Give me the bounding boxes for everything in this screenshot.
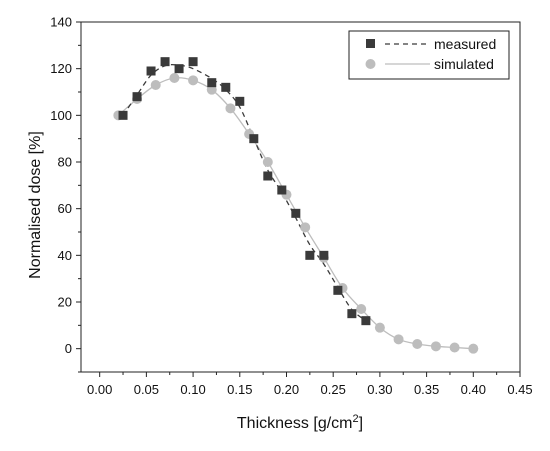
legend-simulated-marker <box>365 59 376 69</box>
y-tick-label: 120 <box>50 61 72 76</box>
simulated-point <box>449 342 460 353</box>
x-tick-label: 0.30 <box>367 382 392 397</box>
x-axis-title-superscript: 2 <box>353 413 359 425</box>
legend: measured simulated <box>348 30 510 80</box>
measured-point <box>263 171 273 181</box>
measured-point <box>221 82 231 92</box>
measured-point <box>174 64 184 74</box>
axes: 0.00 0.05 0.10 0.15 0.20 0.25 0.30 0.35 0.40 0.45… <box>50 15 532 398</box>
y-tick-label: 140 <box>50 15 72 30</box>
simulated-point <box>430 341 441 352</box>
plot-frame <box>80 21 521 373</box>
y-tick-label: 0 <box>65 341 72 356</box>
measured-point <box>188 57 198 67</box>
measured-line <box>122 64 367 322</box>
measured-point <box>132 92 142 102</box>
measured-point <box>249 134 259 144</box>
x-tick-label: 0.20 <box>274 382 299 397</box>
x-tick-label: 0.10 <box>180 382 205 397</box>
measured-point <box>207 78 217 88</box>
legend-measured-marker <box>366 39 375 48</box>
y-tick-label: 20 <box>58 295 72 310</box>
y-tick-label: 40 <box>58 248 72 263</box>
simulated-point <box>374 322 385 333</box>
x-tick-label: 0.00 <box>87 382 112 397</box>
legend-frame <box>348 30 510 80</box>
measured-point <box>319 250 329 260</box>
y-tick-label: 60 <box>58 201 72 216</box>
x-tick-label: 0.15 <box>227 382 252 397</box>
simulated-point <box>225 103 236 114</box>
simulated-point <box>393 334 404 345</box>
measured-point <box>235 96 245 106</box>
x-tick-label: 0.05 <box>134 382 159 397</box>
simulated-point <box>188 75 199 86</box>
measured-point <box>347 309 357 319</box>
measured-point <box>160 57 170 67</box>
series-layer <box>113 57 479 354</box>
simulated-point <box>356 304 367 314</box>
y-axis-title: Normalised dose [%] <box>27 131 44 279</box>
measured-point <box>146 66 156 76</box>
legend-measured-label: measured <box>434 36 496 52</box>
measured-point <box>361 316 371 326</box>
simulated-point <box>412 339 423 349</box>
x-tick-label: 0.35 <box>414 382 439 397</box>
legend-simulated-label: simulated <box>434 56 494 72</box>
simulated-point <box>262 157 273 167</box>
measured-point <box>118 110 128 120</box>
simulated-point <box>150 80 161 90</box>
simulated-point <box>169 73 180 83</box>
x-tick-label: 0.40 <box>461 382 486 397</box>
x-tick-label: 0.25 <box>321 382 346 397</box>
simulated-point <box>300 222 311 233</box>
x-tick-label: 0.45 <box>507 382 532 397</box>
y-tick-label: 80 <box>58 155 72 170</box>
measured-point <box>305 250 315 260</box>
y-tick-label: 100 <box>50 108 72 123</box>
measured-point <box>277 185 287 195</box>
measured-point <box>291 208 301 218</box>
measured-point <box>333 285 343 295</box>
x-axis-title: Thickness [g/cm2] <box>237 413 363 432</box>
simulated-point <box>468 343 479 354</box>
